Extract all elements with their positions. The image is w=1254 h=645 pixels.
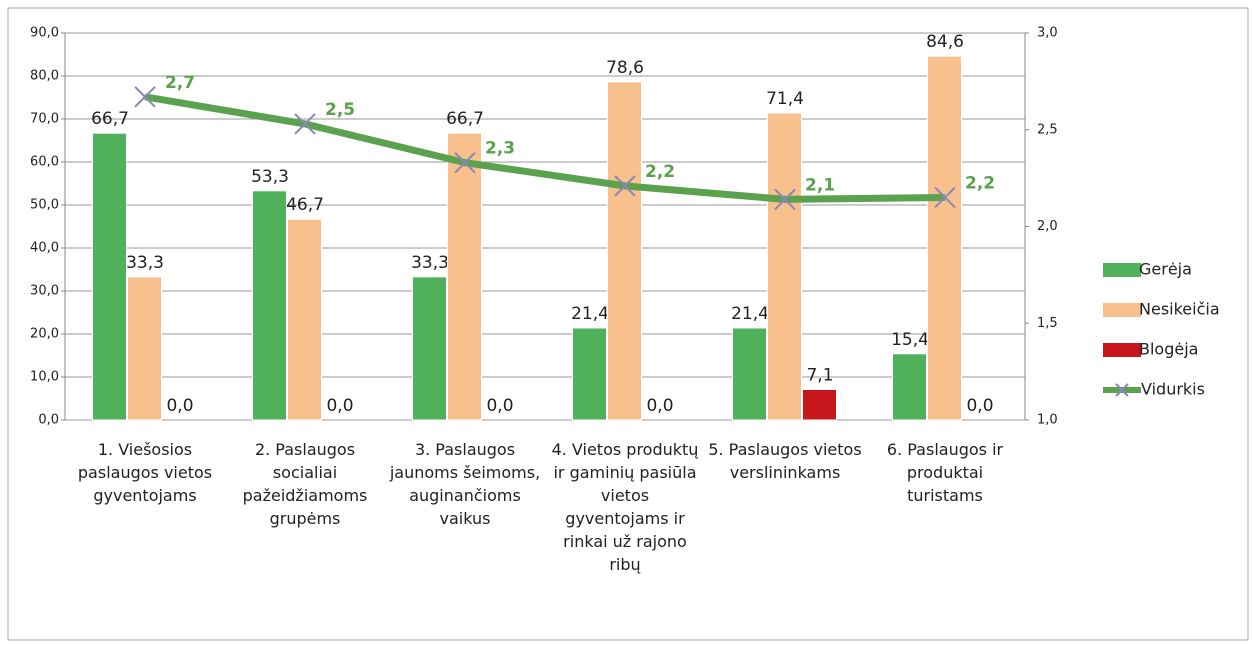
y-tick-label: 30,0 [30, 284, 59, 299]
bar [607, 81, 642, 421]
value-label: 0,0 [966, 396, 993, 416]
line [144, 93, 946, 203]
line-value-label: 2,3 [485, 139, 515, 159]
line-marker [774, 188, 796, 211]
x-tick-label: 1. Viešosios paslaugos vietos gyventojam… [77, 440, 213, 505]
bar [892, 353, 927, 421]
y-tick-label: 40,0 [30, 241, 59, 256]
y-tick-label: 10,0 [30, 370, 59, 385]
value-label: 15,4 [891, 330, 929, 350]
line-value-label: 2,2 [645, 162, 675, 182]
bar [127, 276, 162, 421]
line-marker [934, 186, 956, 209]
value-label: 66,7 [446, 109, 484, 129]
value-label: 78,6 [606, 58, 644, 78]
line-value-label: 2,5 [325, 100, 355, 120]
value-label: 33,3 [411, 253, 449, 273]
line-marker [454, 151, 476, 174]
value-label: 0,0 [166, 396, 193, 416]
legend-label: Gerėja [1139, 260, 1192, 279]
bar [252, 190, 287, 421]
legend-label: Blogėja [1139, 340, 1198, 359]
y2-tick-label: 2,5 [1037, 122, 1058, 137]
value-label: 84,6 [926, 32, 964, 52]
line-value-label: 2,2 [965, 173, 995, 193]
value-label: 7,1 [806, 365, 833, 385]
x-tick-label: 3. Paslaugos jaunoms šeimoms, auginančio… [389, 440, 541, 528]
value-label: 33,3 [126, 253, 164, 273]
y-tick-label: 50,0 [30, 198, 59, 213]
value-label: 66,7 [91, 109, 129, 129]
y-tick-label: 0,0 [38, 413, 59, 428]
value-label: 53,3 [251, 167, 289, 187]
line-marker [294, 113, 316, 135]
legend-marker [1115, 383, 1129, 397]
bar [927, 55, 962, 421]
line-value-label: 2,1 [805, 175, 835, 195]
bar [447, 132, 482, 421]
legend-marker [1103, 343, 1141, 357]
bar [572, 327, 607, 421]
line-marker [614, 175, 636, 197]
value-label: 46,7 [286, 195, 324, 215]
y-tick-label: 60,0 [30, 155, 59, 170]
x-tick-label: 2. Paslaugos socialiai pažeidžiamoms gru… [242, 440, 368, 528]
value-label: 0,0 [486, 396, 513, 416]
legend-label: Nesikeičia [1139, 300, 1220, 319]
bar [287, 218, 322, 421]
y2-tick-label: 2,0 [1037, 219, 1058, 234]
value-label: 0,0 [646, 396, 673, 416]
y-tick-label: 20,0 [30, 327, 59, 342]
y2-tick-label: 1,0 [1037, 413, 1058, 428]
value-label: 71,4 [766, 89, 804, 109]
bar [732, 327, 767, 421]
line-marker [134, 86, 156, 108]
y-tick-label: 80,0 [30, 69, 59, 84]
y-tick-label: 70,0 [30, 112, 59, 127]
y2-tick-label: 1,5 [1037, 316, 1058, 331]
line-value-label: 2,7 [165, 73, 195, 93]
bar [802, 388, 837, 421]
value-label: 0,0 [326, 396, 353, 416]
x-tick-label: 4. Vietos produktų ir gaminių pasiūla vi… [551, 440, 699, 574]
x-tick-label: 6. Paslaugos ir produktai turistams [886, 440, 1004, 505]
bar [412, 276, 447, 421]
value-label: 21,4 [731, 304, 769, 324]
y2-tick-label: 3,0 [1037, 26, 1058, 41]
legend-marker [1103, 263, 1141, 277]
legend-marker [1103, 303, 1141, 317]
bar [92, 132, 127, 421]
bar [767, 112, 802, 421]
value-label: 21,4 [571, 304, 609, 324]
legend-label: Vidurkis [1141, 380, 1205, 399]
x-tick-label: 5. Paslaugos vietos verslininkams [708, 440, 862, 482]
y-tick-label: 90,0 [30, 26, 59, 41]
